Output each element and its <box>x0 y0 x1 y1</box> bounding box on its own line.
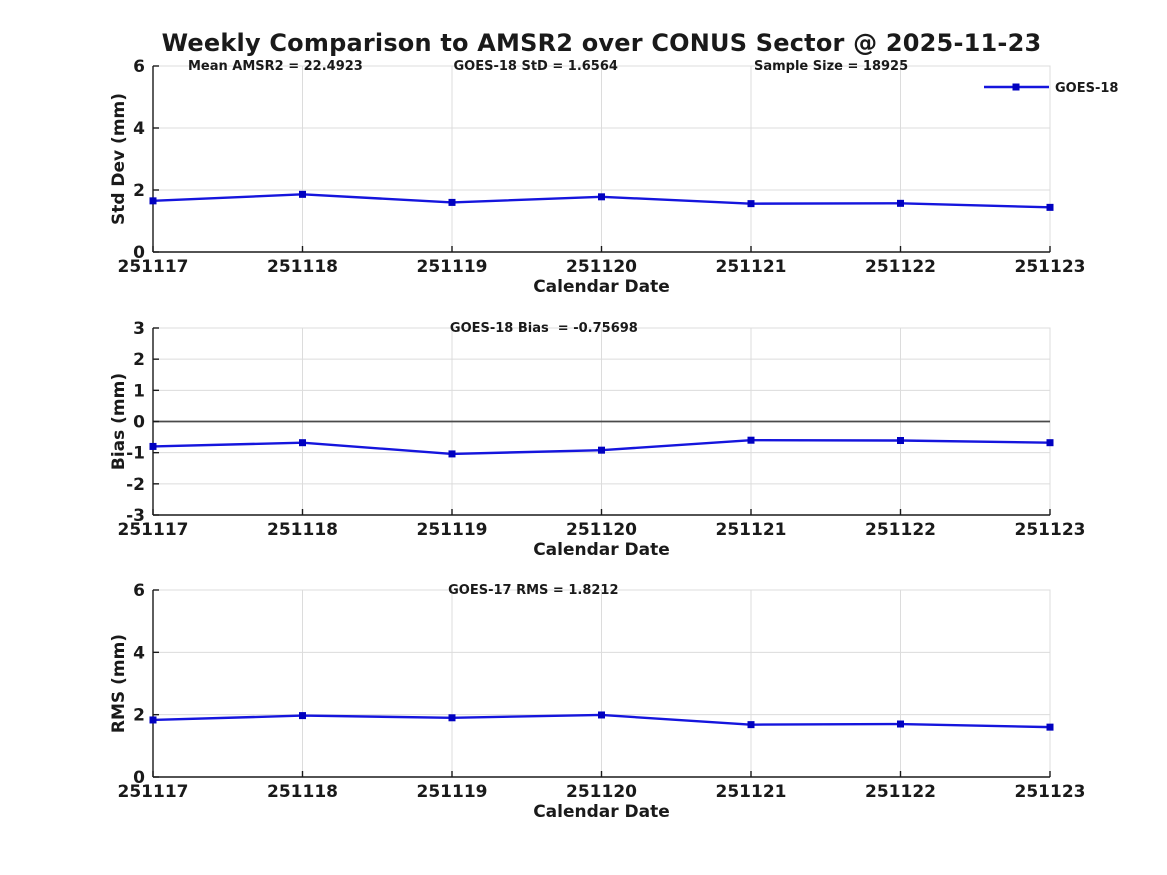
bias-marker-251120 <box>598 446 605 454</box>
std-dev-xlabel: Calendar Date <box>533 277 670 297</box>
std-dev-marker-251118 <box>299 190 306 198</box>
std-dev-legend: GOES-18 <box>984 81 1118 96</box>
bias-xtick-label-251123: 251123 <box>1015 520 1086 540</box>
std-dev-xtick-label-251123: 251123 <box>1015 257 1086 277</box>
bias-ytick-label--3: -3 <box>126 506 145 526</box>
bias-xtick-label-251117: 251117 <box>118 520 189 540</box>
legend-label: GOES-18 <box>1055 81 1118 96</box>
rms-marker-251123 <box>1046 723 1054 731</box>
bias-annotation-0: GOES-18 Bias = -0.75698 <box>450 321 638 336</box>
bias-marker-251122 <box>897 437 904 445</box>
subplot-std-dev: 0 2 4 6 251117 251118 251119 251120 251121 251122… <box>109 57 1118 297</box>
std-dev-ytick-label-2: 2 <box>133 181 145 201</box>
bias-xtick-label-251121: 251121 <box>716 520 787 540</box>
bias-ytick-label-3: 3 <box>133 319 145 339</box>
rms-xtick-label-251120: 251120 <box>566 782 637 802</box>
subplot-rms: 0 2 4 6 251117 251118 251119 251120 251121 251122… <box>109 581 1085 822</box>
rms-xtick-label-251119: 251119 <box>417 782 488 802</box>
bias-xtick-label-251118: 251118 <box>267 520 338 540</box>
rms-xlabel: Calendar Date <box>533 802 670 822</box>
bias-xlabel: Calendar Date <box>533 540 670 560</box>
rms-ytick-label-0: 0 <box>133 768 145 788</box>
bias-xtick-label-251122: 251122 <box>865 520 936 540</box>
bias-ylabel: Bias (mm) <box>109 373 129 470</box>
rms-xtick-label-251121: 251121 <box>716 782 787 802</box>
rms-xtick-label-251117: 251117 <box>118 782 189 802</box>
std-dev-xtick-label-251120: 251120 <box>566 257 637 277</box>
bias-marker-251123 <box>1046 439 1054 447</box>
std-dev-marker-251119 <box>448 198 456 206</box>
rms-ytick-label-6: 6 <box>133 581 145 601</box>
std-dev-xtick-label-251121: 251121 <box>716 257 787 277</box>
std-dev-ytick-label-4: 4 <box>133 119 145 139</box>
bias-ytick-label--1: -1 <box>126 444 145 464</box>
rms-marker-251121 <box>747 721 755 729</box>
std-dev-annotation-0: Mean AMSR2 = 22.4923 <box>188 59 363 74</box>
std-dev-marker-251121 <box>747 200 755 208</box>
legend-marker-sample <box>1012 83 1020 91</box>
std-dev-marker-251122 <box>897 199 904 207</box>
bias-xtick-label-251119: 251119 <box>417 520 488 540</box>
rms-marker-251118 <box>299 712 306 720</box>
std-dev-marker-251120 <box>598 193 605 201</box>
std-dev-ytick-label-6: 6 <box>133 57 145 77</box>
std-dev-marker-251123 <box>1046 203 1054 211</box>
subplot-bias: -3 -2 -1 0 1 2 3 251117 251118 251119 251120 251121… <box>109 319 1085 560</box>
rms-marker-251119 <box>448 714 456 722</box>
std-dev-annotation-2: Sample Size = 18925 <box>754 59 908 74</box>
bias-ytick-label-0: 0 <box>133 413 145 433</box>
rms-marker-251122 <box>897 720 904 728</box>
rms-xtick-label-251118: 251118 <box>267 782 338 802</box>
bias-ytick-label-1: 1 <box>133 381 145 401</box>
bias-marker-251121 <box>747 436 755 444</box>
bias-ytick-label--2: -2 <box>126 475 145 495</box>
std-dev-marker-251117 <box>149 197 157 205</box>
rms-marker-251120 <box>598 711 605 719</box>
bias-marker-251118 <box>299 439 306 447</box>
bias-marker-251119 <box>448 450 456 458</box>
rms-marker-251117 <box>149 716 157 724</box>
std-dev-annotation-1: GOES-18 StD = 1.6564 <box>453 59 617 74</box>
rms-ytick-label-4: 4 <box>133 643 145 663</box>
rms-ytick-label-2: 2 <box>133 706 145 726</box>
bias-marker-251117 <box>149 442 157 450</box>
rms-xtick-label-251122: 251122 <box>865 782 936 802</box>
rms-annotation-0: GOES-17 RMS = 1.8212 <box>448 583 618 598</box>
std-dev-xtick-label-251118: 251118 <box>267 257 338 277</box>
figure-title: Weekly Comparison to AMSR2 over CONUS Se… <box>161 29 1042 57</box>
std-dev-xtick-label-251122: 251122 <box>865 257 936 277</box>
std-dev-ytick-label-0: 0 <box>133 243 145 263</box>
std-dev-xtick-label-251117: 251117 <box>118 257 189 277</box>
bias-xtick-label-251120: 251120 <box>566 520 637 540</box>
rms-xtick-label-251123: 251123 <box>1015 782 1086 802</box>
bias-ytick-label-2: 2 <box>133 350 145 370</box>
rms-ylabel: RMS (mm) <box>109 634 129 733</box>
std-dev-xtick-label-251119: 251119 <box>417 257 488 277</box>
std-dev-ylabel: Std Dev (mm) <box>109 93 129 225</box>
